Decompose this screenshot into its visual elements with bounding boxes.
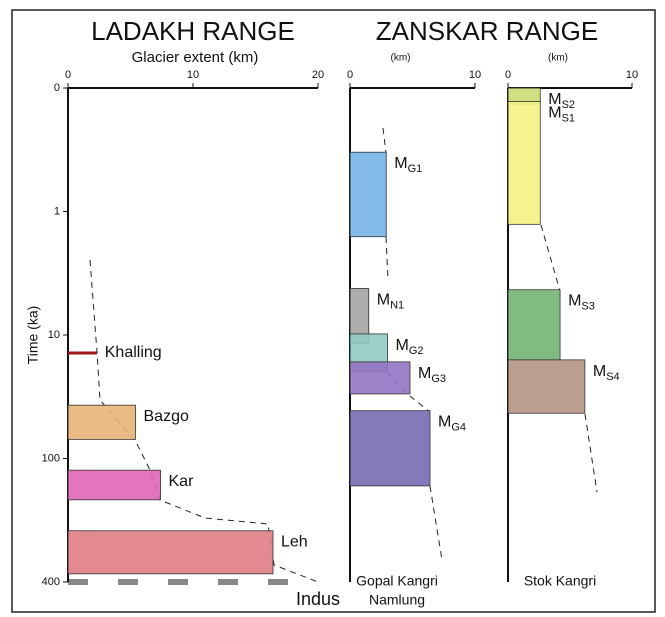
- footer-label: Namlung: [369, 592, 425, 608]
- stage-name: Kar: [169, 473, 195, 490]
- stage-name: M: [418, 365, 431, 382]
- y-tick-label: 400: [42, 576, 60, 588]
- x-tick-label: 10: [469, 69, 481, 81]
- stage-label: MG1: [394, 155, 422, 175]
- stage-label: MN1: [377, 292, 404, 312]
- profile-curve: [382, 127, 443, 561]
- frame: [11, 9, 656, 613]
- x-axis-label: Glacier extent (km): [132, 49, 259, 66]
- x-axis-label: (km): [391, 53, 411, 64]
- footer-label: Indus: [296, 589, 340, 609]
- stage-name: Leh: [281, 534, 308, 551]
- stage-bar: [67, 404, 136, 440]
- stage-name: M: [568, 293, 581, 310]
- stage-sub: G2: [409, 345, 424, 357]
- x-tick-label: 0: [347, 69, 353, 81]
- stage-label: Bazgo: [144, 408, 189, 425]
- stage-label: MG3: [418, 365, 446, 385]
- y-tick-label: 100: [42, 452, 60, 464]
- stage-label: MS2: [548, 91, 575, 111]
- stage-name: M: [394, 155, 407, 172]
- stage-sub: G1: [408, 163, 423, 175]
- x-tick-label: 0: [505, 69, 511, 81]
- x-tick-label: 10: [187, 69, 199, 81]
- stage-sub: N1: [390, 299, 404, 311]
- y-tick-label: 1: [54, 205, 60, 217]
- footer-label: Stok Kangri: [524, 573, 596, 589]
- stage-bar: [507, 289, 561, 361]
- stage-name: M: [396, 337, 409, 354]
- x-tick-label: 10: [626, 69, 638, 81]
- stage-bar: [507, 359, 586, 414]
- stage-bar: [67, 469, 161, 501]
- stage-bar: [349, 410, 431, 487]
- stage-name: M: [548, 105, 561, 122]
- stage-name: M: [377, 292, 390, 309]
- stage-sub: S3: [581, 301, 594, 313]
- stage-sub: S4: [606, 371, 619, 383]
- stage-label: MS3: [568, 293, 595, 313]
- stage-bar: [507, 101, 541, 225]
- stage-name: M: [438, 414, 451, 431]
- stage-bar: [67, 530, 274, 575]
- y-tick-label: 0: [54, 82, 60, 94]
- stage-name: M: [548, 91, 561, 108]
- stage-name: Khalling: [105, 344, 162, 361]
- x-axis-label: (km): [548, 53, 568, 64]
- stage-label: MG2: [396, 337, 424, 357]
- stage-sub: G3: [431, 373, 446, 385]
- stage-bar: [349, 151, 387, 238]
- panel-title: LADAKH RANGE: [91, 16, 295, 46]
- stage-label: Leh: [281, 534, 308, 551]
- profile-curve: [540, 224, 598, 493]
- footer-label: Gopal Kangri: [356, 573, 438, 589]
- x-tick-label: 20: [312, 69, 324, 81]
- panel-title: ZANSKAR RANGE: [376, 16, 599, 46]
- stage-name: M: [593, 363, 606, 380]
- stage-sub: S2: [562, 99, 575, 111]
- y-axis-label: Time (ka): [25, 306, 41, 365]
- stage-label: MS4: [593, 363, 620, 383]
- y-tick-label: 10: [48, 329, 60, 341]
- stage-bar: [349, 361, 411, 395]
- stage-label: MG4: [438, 414, 466, 434]
- stage-sub: G4: [451, 422, 466, 434]
- stage-sub: S1: [562, 112, 575, 124]
- stage-label: MS1: [548, 105, 575, 125]
- x-tick-label: 0: [65, 69, 71, 81]
- stage-label: Khalling: [105, 344, 162, 361]
- stage-label: Kar: [169, 473, 195, 490]
- stage-name: Bazgo: [144, 408, 189, 425]
